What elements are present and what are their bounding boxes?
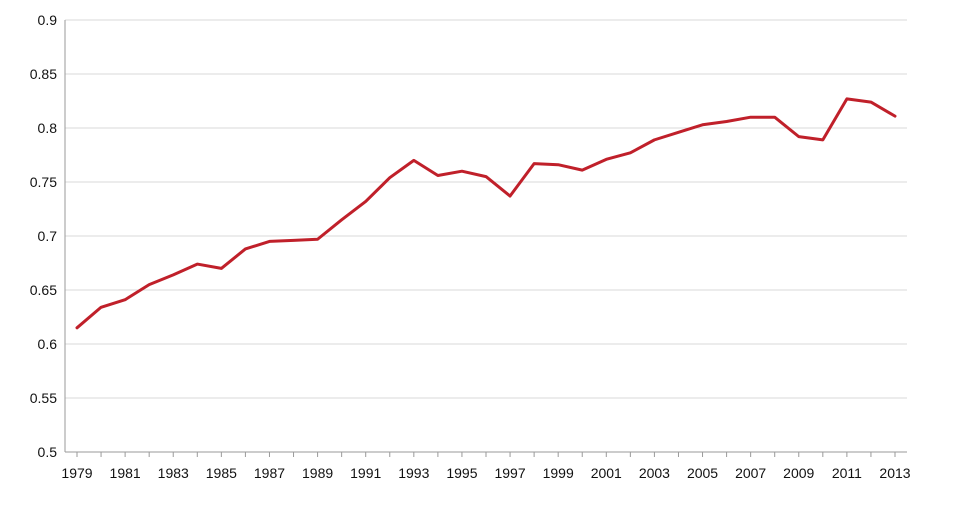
x-tick-label: 2011 <box>832 465 862 481</box>
data-point <box>244 247 247 250</box>
series-group <box>75 97 897 330</box>
data-point <box>845 97 848 100</box>
data-point <box>292 239 295 242</box>
data-point <box>821 138 824 141</box>
data-point <box>268 240 271 243</box>
data-point <box>76 326 79 329</box>
data-point <box>509 195 512 198</box>
data-point <box>412 159 415 162</box>
y-tick-label: 0.9 <box>38 12 58 28</box>
x-tick-label: 1991 <box>350 465 381 481</box>
x-tick-label: 2003 <box>639 465 670 481</box>
data-point <box>581 169 584 172</box>
data-point <box>557 163 560 166</box>
data-point <box>388 176 391 179</box>
data-point <box>725 120 728 123</box>
data-point <box>124 298 127 301</box>
x-axis-ticks: 1979 1981 1983 1985 1987 1989 1991 1993 1995 1997… <box>61 465 910 481</box>
y-axis-ticks: 0.5 0.55 0.6 0.65 0.7 0.75 0.8 0.85 0.9 <box>30 12 57 460</box>
data-point <box>460 170 463 173</box>
data-point <box>100 306 103 309</box>
x-tick-label: 1981 <box>110 465 141 481</box>
x-tick-label: 1979 <box>61 465 92 481</box>
x-tick-label: 2013 <box>879 465 910 481</box>
data-point <box>220 267 223 270</box>
x-tick-label: 1999 <box>543 465 574 481</box>
gridlines <box>65 19 907 399</box>
data-point <box>196 263 199 266</box>
x-tick-label: 2005 <box>687 465 718 481</box>
x-tick-label: 2001 <box>591 465 622 481</box>
data-point <box>316 238 319 241</box>
x-tick-label: 1987 <box>254 465 285 481</box>
y-tick-label: 0.5 <box>38 444 58 460</box>
x-tick-label: 1989 <box>302 465 333 481</box>
series-line <box>75 97 897 330</box>
y-tick-label: 0.55 <box>30 390 57 406</box>
data-point <box>749 116 752 119</box>
x-tick-label: 1983 <box>158 465 189 481</box>
data-point <box>172 273 175 276</box>
data-point <box>436 174 439 177</box>
data-point <box>797 135 800 138</box>
data-point <box>629 151 632 154</box>
data-point <box>340 218 343 221</box>
y-tick-label: 0.85 <box>30 66 57 82</box>
y-tick-label: 0.8 <box>38 120 58 136</box>
x-tick-label: 2007 <box>735 465 766 481</box>
y-tick-label: 0.75 <box>30 174 57 190</box>
data-point <box>773 116 776 119</box>
y-tick-label: 0.7 <box>38 228 58 244</box>
x-tick-label: 1997 <box>494 465 525 481</box>
data-point <box>701 123 704 126</box>
data-point <box>869 101 872 104</box>
y-tick-label: 0.6 <box>38 336 58 352</box>
data-point <box>677 131 680 134</box>
data-point <box>605 158 608 161</box>
data-point <box>485 175 488 178</box>
x-tick-label: 2009 <box>783 465 814 481</box>
data-point <box>364 200 367 203</box>
x-tick-label: 1993 <box>398 465 429 481</box>
x-tick-label: 1995 <box>446 465 477 481</box>
data-point <box>148 283 151 286</box>
y-tick-label: 0.65 <box>30 282 57 298</box>
data-point <box>894 115 897 118</box>
data-point <box>533 162 536 165</box>
axes <box>64 20 907 457</box>
x-tick-label: 1985 <box>206 465 237 481</box>
data-point <box>653 138 656 141</box>
